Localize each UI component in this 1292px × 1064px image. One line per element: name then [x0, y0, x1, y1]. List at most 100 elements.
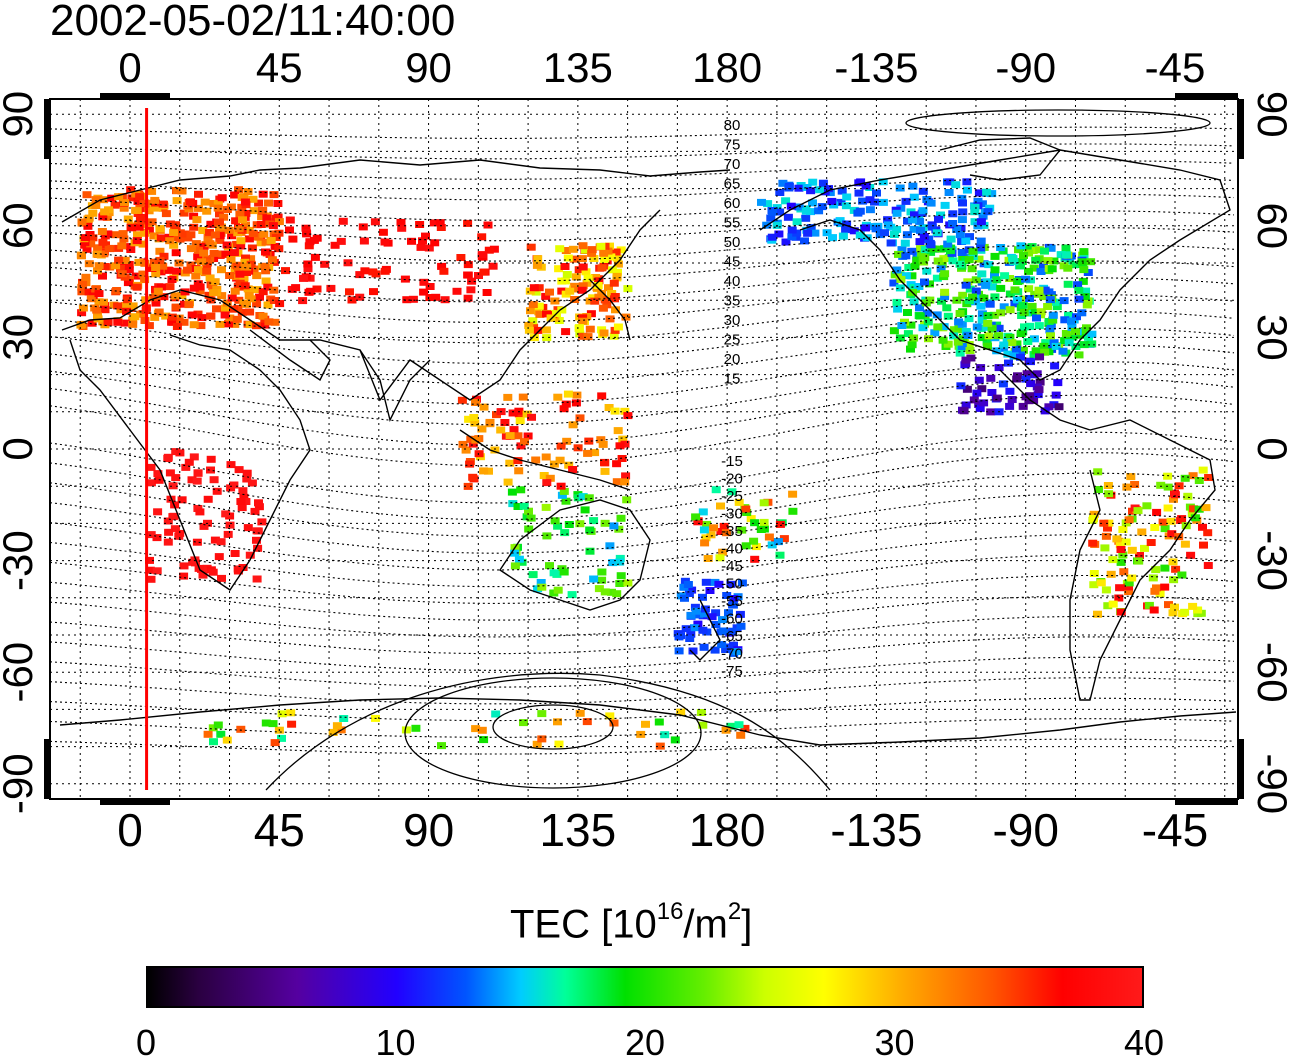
tec-cell-pacific-south — [759, 499, 769, 507]
tec-cell-alaska-canada — [900, 239, 910, 247]
tec-cell-japan — [611, 306, 620, 314]
tec-cell-europe — [241, 221, 250, 229]
tec-cell-siberia-west — [380, 238, 390, 246]
tec-cell-europe — [99, 250, 109, 258]
tec-cell-europe — [215, 232, 225, 240]
tec-cell-alaska-canada — [889, 231, 899, 238]
magnetic-contour — [50, 361, 1235, 426]
tec-cell-europe — [116, 264, 125, 272]
tec-cell-north-america — [963, 331, 973, 339]
tec-cell-africa — [164, 528, 174, 536]
tec-cell-indonesia — [612, 478, 622, 486]
tec-cell-siberia-west — [482, 289, 492, 296]
tec-cell-north-america — [1060, 337, 1070, 345]
tec-cell-antarctic — [721, 726, 731, 734]
tec-cell-north-america — [1011, 345, 1021, 353]
tec-cell-new-zealand — [714, 580, 724, 588]
tec-cell-europe — [221, 250, 231, 258]
frame-tick-bar — [44, 99, 50, 159]
tec-cell-europe — [195, 287, 205, 295]
tec-cell-siberia-west — [299, 274, 308, 282]
tec-cell-africa — [146, 531, 156, 539]
tec-cell-indonesia — [583, 449, 593, 457]
tec-cell-siberia-west — [358, 223, 368, 231]
tec-cell-europe — [140, 259, 150, 267]
tec-cell-europe — [155, 225, 165, 233]
tec-cell-north-america — [955, 260, 965, 268]
tec-cell-alaska-canada — [858, 197, 868, 205]
tec-cell-africa — [152, 567, 162, 575]
tec-cell-indonesia — [509, 426, 519, 434]
tec-cell-north-america — [1068, 333, 1078, 341]
magnetic-contour — [50, 377, 1235, 446]
tec-cell-japan — [594, 293, 604, 301]
tec-cell-pacific-south — [756, 526, 766, 533]
tec-cell-europe — [77, 288, 87, 296]
tec-cell-north-america — [990, 266, 1000, 274]
tec-cell-africa — [238, 487, 248, 495]
tec-cell-siberia-west — [477, 251, 487, 259]
tec-cell-antarctic — [411, 724, 421, 732]
tec-cell-indonesia — [469, 414, 479, 421]
tec-cell-africa — [152, 534, 162, 542]
tec-cell-alaska-canada — [987, 190, 997, 198]
tec-cell-europe — [134, 258, 144, 266]
tec-cell-south-america — [1127, 546, 1137, 554]
tec-cell-europe — [165, 237, 175, 245]
tec-cell-alaska-canada — [806, 224, 816, 232]
tec-cell-europe — [77, 252, 86, 260]
tec-cell-australia — [510, 549, 520, 557]
tec-cell-europe — [244, 235, 254, 243]
tec-cell-europe — [232, 315, 242, 323]
tec-cell-alaska-canada — [781, 238, 791, 246]
tec-cell-alaska-canada — [962, 178, 972, 186]
tec-cell-europe — [135, 193, 145, 201]
tec-cell-alaska-canada — [781, 197, 791, 205]
tec-cell-japan — [542, 310, 551, 318]
tec-cell-new-zealand — [690, 603, 700, 611]
tec-cell-australia — [605, 542, 615, 550]
tec-cell-europe — [248, 195, 258, 203]
tec-cell-europe — [110, 231, 120, 239]
tec-cell-europe — [117, 242, 127, 250]
tec-cell-antarctic — [437, 742, 446, 750]
tec-cell-gulf-mexico — [992, 394, 1002, 402]
tec-cell-north-america — [1026, 276, 1035, 284]
tec-cell-europe — [235, 279, 245, 287]
tec-cell-pacific-south — [715, 554, 725, 562]
tec-cell-japan — [555, 245, 565, 253]
tec-cell-japan — [562, 271, 572, 278]
tec-cell-africa — [210, 536, 220, 544]
tec-cell-pacific-south — [750, 555, 760, 563]
tec-cell-gulf-mexico — [1025, 392, 1035, 400]
tec-cell-europe — [261, 277, 271, 285]
tec-cell-south-america — [1101, 532, 1111, 540]
tec-cell-europe — [258, 288, 268, 296]
tec-cell-indonesia — [474, 450, 484, 458]
tec-cell-indonesia — [479, 467, 489, 475]
tec-cell-africa — [145, 556, 154, 564]
tec-cell-alaska-canada — [854, 189, 864, 197]
coastline — [1069, 419, 1216, 701]
tec-cell-north-america — [982, 338, 992, 346]
tec-cell-japan — [534, 284, 544, 292]
tec-cell-europe — [235, 210, 245, 218]
tec-cell-australia — [516, 486, 526, 494]
tec-cell-japan — [590, 297, 600, 305]
tec-cell-north-america — [1049, 257, 1059, 265]
tec-cell-new-zealand — [698, 593, 707, 601]
tec-cell-south-america — [1089, 515, 1098, 522]
tec-cell-japan — [578, 317, 588, 325]
magnetic-contour — [50, 493, 1235, 554]
tec-cell-north-america — [920, 246, 930, 254]
tec-cell-north-america — [889, 279, 899, 287]
tec-cell-siberia-west — [305, 238, 315, 246]
tec-cell-indonesia — [513, 432, 523, 440]
tec-cell-north-america — [955, 349, 965, 357]
tec-cell-europe — [169, 241, 179, 249]
tec-cell-north-america — [949, 332, 959, 340]
tec-cell-australia — [526, 514, 536, 522]
tec-cell-europe — [91, 202, 101, 209]
tec-cell-siberia-west — [425, 294, 435, 301]
tec-cell-antarctic — [209, 738, 218, 746]
